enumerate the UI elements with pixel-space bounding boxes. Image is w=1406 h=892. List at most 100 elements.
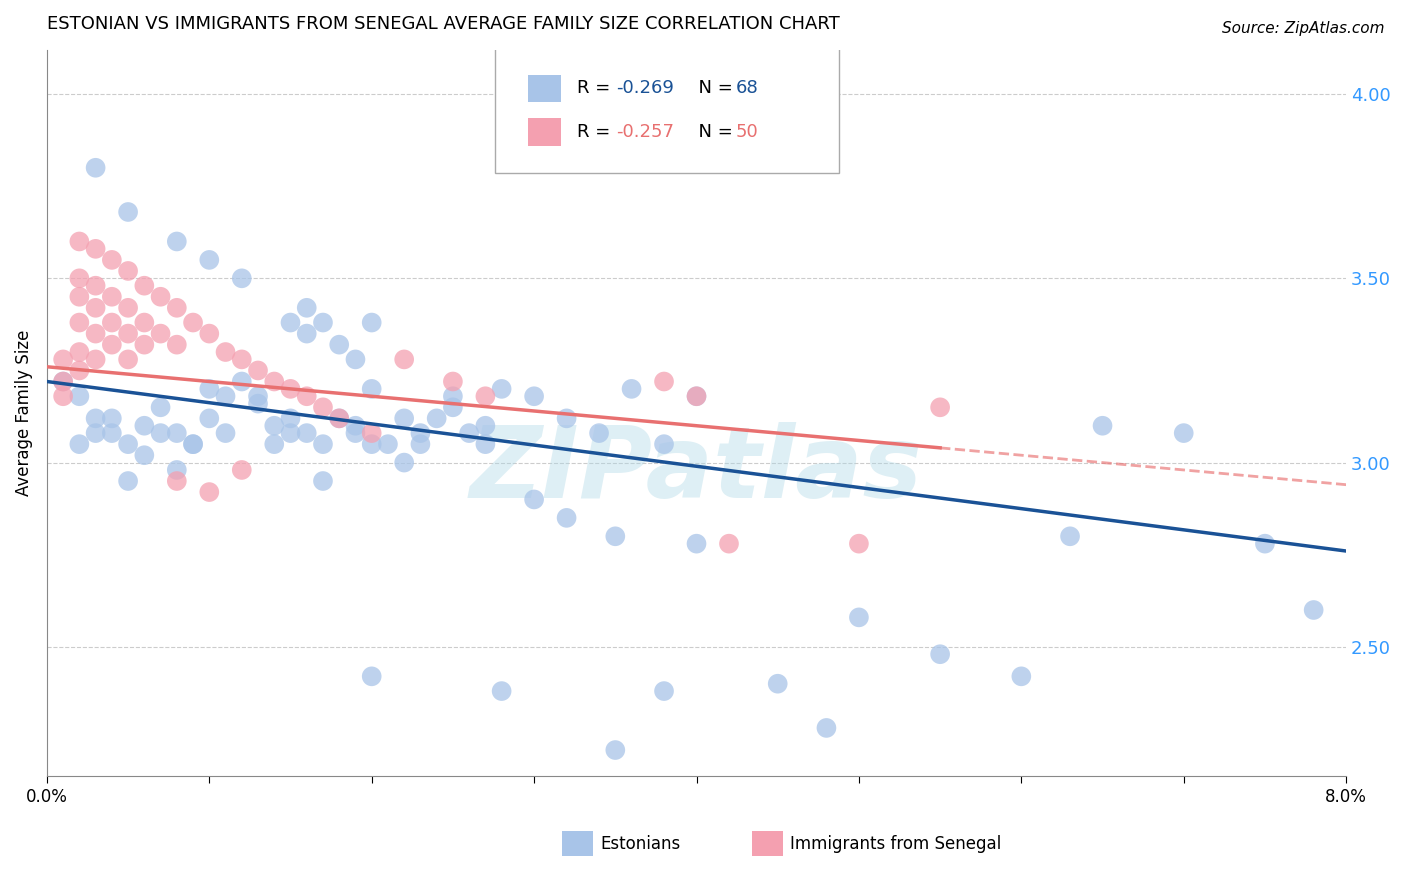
Point <box>360 437 382 451</box>
Point <box>67 389 90 403</box>
Text: R =: R = <box>576 79 616 97</box>
Point <box>620 382 643 396</box>
Point <box>652 375 675 389</box>
Point <box>117 205 139 219</box>
Point <box>117 352 139 367</box>
Point <box>312 437 335 451</box>
Point <box>652 684 675 698</box>
Point <box>117 326 139 341</box>
Text: ZIPatlas: ZIPatlas <box>470 423 924 519</box>
Text: -0.269: -0.269 <box>616 79 673 97</box>
Point <box>491 382 513 396</box>
Point <box>328 411 350 425</box>
Point <box>198 252 221 267</box>
Point <box>231 271 253 285</box>
Point <box>392 352 415 367</box>
Point <box>392 411 415 425</box>
Point <box>263 437 285 451</box>
Point <box>555 411 578 425</box>
Point <box>67 345 90 359</box>
Point <box>117 264 139 278</box>
Point <box>166 301 188 315</box>
Point <box>101 411 124 425</box>
Point <box>214 389 236 403</box>
Text: Estonians: Estonians <box>600 835 681 853</box>
Point <box>84 411 107 425</box>
Point <box>52 375 75 389</box>
Point <box>312 316 335 330</box>
Point <box>84 352 107 367</box>
Point <box>101 316 124 330</box>
Point <box>166 235 188 249</box>
Point <box>588 426 610 441</box>
Text: ESTONIAN VS IMMIGRANTS FROM SENEGAL AVERAGE FAMILY SIZE CORRELATION CHART: ESTONIAN VS IMMIGRANTS FROM SENEGAL AVER… <box>46 15 839 33</box>
Point <box>929 647 952 661</box>
Point <box>67 290 90 304</box>
Point <box>52 389 75 403</box>
Point <box>280 411 302 425</box>
Point <box>117 301 139 315</box>
Point <box>52 375 75 389</box>
Point <box>67 271 90 285</box>
Point <box>166 337 188 351</box>
Point <box>214 345 236 359</box>
Point <box>848 610 870 624</box>
FancyBboxPatch shape <box>527 118 561 145</box>
Point <box>101 290 124 304</box>
Point <box>1010 669 1032 683</box>
Point <box>280 316 302 330</box>
Point <box>67 363 90 377</box>
Point <box>474 418 496 433</box>
Point <box>134 278 156 293</box>
Point <box>84 326 107 341</box>
Point <box>377 437 399 451</box>
Point <box>84 278 107 293</box>
Point <box>214 426 236 441</box>
Point <box>134 316 156 330</box>
Point <box>84 161 107 175</box>
Point <box>848 536 870 550</box>
Point <box>67 235 90 249</box>
Point <box>344 352 367 367</box>
Point <box>134 448 156 462</box>
Point <box>280 426 302 441</box>
Point <box>84 426 107 441</box>
Point <box>101 337 124 351</box>
Point <box>458 426 481 441</box>
Point <box>1091 418 1114 433</box>
Point <box>166 426 188 441</box>
Point <box>231 463 253 477</box>
Point <box>717 536 740 550</box>
Point <box>605 529 627 543</box>
Point <box>101 252 124 267</box>
Point <box>280 382 302 396</box>
Point <box>685 389 707 403</box>
Point <box>247 389 270 403</box>
FancyBboxPatch shape <box>495 46 839 173</box>
Point <box>1302 603 1324 617</box>
Point <box>52 352 75 367</box>
Point <box>441 401 464 415</box>
Text: Source: ZipAtlas.com: Source: ZipAtlas.com <box>1222 21 1385 36</box>
Point <box>247 396 270 410</box>
Point <box>84 242 107 256</box>
Point <box>441 375 464 389</box>
Point <box>149 426 172 441</box>
Point <box>295 426 318 441</box>
Point <box>360 316 382 330</box>
Point <box>263 375 285 389</box>
Point <box>181 316 204 330</box>
Point <box>198 411 221 425</box>
Point <box>134 418 156 433</box>
Point <box>685 389 707 403</box>
Point <box>166 474 188 488</box>
Point <box>815 721 838 735</box>
Point <box>117 474 139 488</box>
Point <box>198 485 221 500</box>
Point <box>101 426 124 441</box>
Point <box>67 437 90 451</box>
Text: 68: 68 <box>735 79 758 97</box>
Point <box>328 337 350 351</box>
FancyBboxPatch shape <box>527 75 561 102</box>
Point <box>1059 529 1081 543</box>
